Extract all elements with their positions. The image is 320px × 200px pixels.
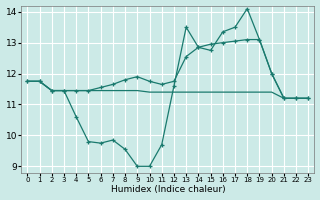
X-axis label: Humidex (Indice chaleur): Humidex (Indice chaleur) — [110, 185, 225, 194]
